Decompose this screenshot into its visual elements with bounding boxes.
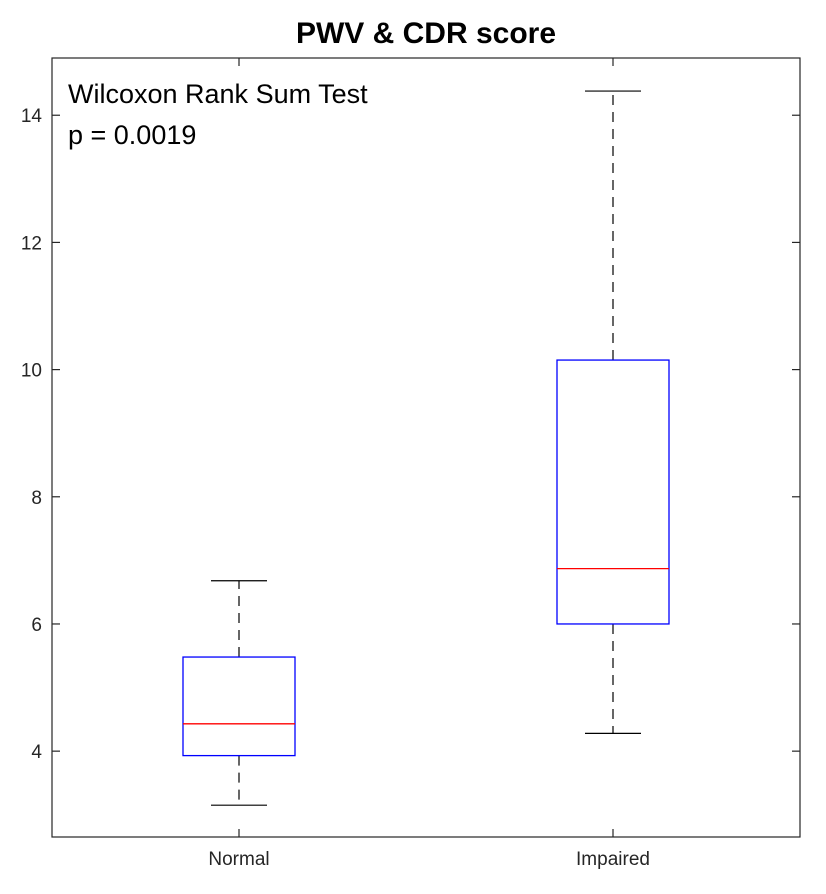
iqr-box [556,359,670,625]
y-tick-label: 6 [31,615,42,636]
annotation-p-value: p = 0.0019 [68,120,196,150]
y-tick-label: 10 [21,361,42,382]
x-axis: Normal Impaired [208,58,650,870]
box-normal [182,580,296,806]
x-tick-label: Normal [208,849,269,870]
y-tick-label: 8 [31,488,42,509]
y-axis: 4 6 8 10 12 14 [21,106,800,763]
boxplot-series [182,90,670,806]
iqr-box [182,656,296,757]
box-impaired [556,90,670,734]
chart-title: PWV & CDR score [296,17,556,50]
y-tick-label: 12 [21,233,42,254]
plot-frame [51,57,801,838]
y-tick-label: 14 [21,106,43,127]
x-tick-label: Impaired [576,849,650,870]
y-tick-label: 4 [31,742,42,763]
annotation-test-name: Wilcoxon Rank Sum Test [68,79,368,109]
